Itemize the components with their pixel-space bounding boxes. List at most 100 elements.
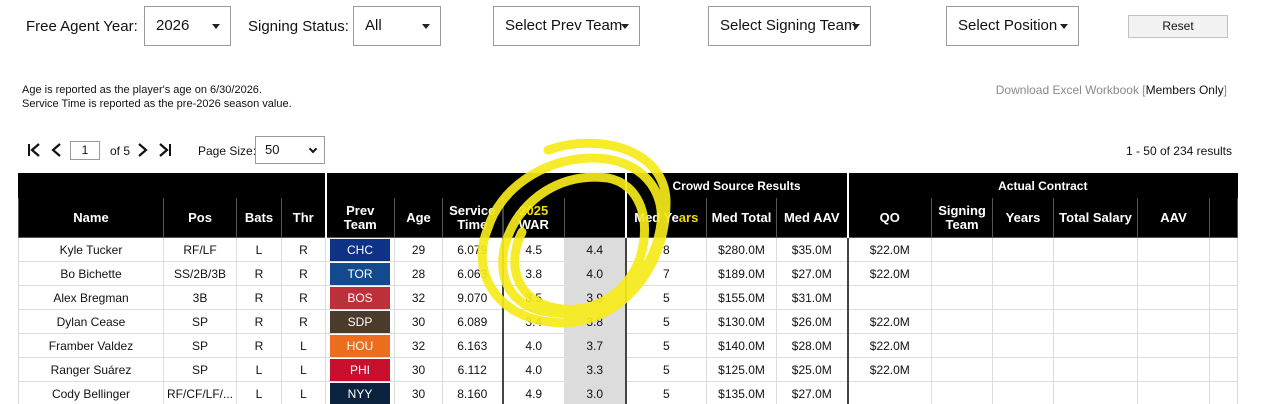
page-count: of 5	[110, 144, 131, 158]
signing-team-cell	[931, 261, 994, 286]
col-years[interactable]: Years	[992, 197, 1055, 238]
col-service-time[interactable]: Service Time	[442, 197, 503, 238]
table-row[interactable]: Alex Bregman 3B R R BOS 32 9.070 3.5 3.9 5 $155.0M…	[18, 285, 1239, 310]
page-size-select[interactable]: 50	[255, 136, 325, 164]
prev-team-cell[interactable]: TOR	[325, 261, 395, 286]
age-cell: 29	[394, 237, 443, 262]
aav-cell	[1137, 333, 1211, 358]
bats-cell: R	[236, 285, 282, 310]
table-row[interactable]: Kyle Tucker RF/LF L R CHC 29 6.079 4.5 4.4 8 $280.…	[18, 237, 1239, 262]
col-aav[interactable]: AAV	[1137, 197, 1211, 238]
med-total-cell: $135.0M	[706, 381, 778, 404]
med-aav-cell: $35.0M	[776, 237, 849, 262]
col-total-salary[interactable]: Total Salary	[1053, 197, 1139, 238]
reset-button[interactable]: Reset	[1128, 15, 1228, 38]
team-badge: NYY	[330, 382, 390, 404]
total-salary-cell	[1053, 309, 1139, 334]
player-name-cell[interactable]: Kyle Tucker	[18, 237, 164, 262]
prev-team-cell[interactable]: NYY	[325, 381, 395, 404]
prev-team-cell[interactable]: CHC	[325, 237, 395, 262]
age-note: Age is reported as the player's age on 6…	[22, 84, 262, 96]
col-med-years-part1: Med Ye	[634, 209, 679, 225]
prev-team-select[interactable]: Select Prev Team	[493, 6, 640, 46]
col-signing-team[interactable]: Signing Team	[931, 197, 994, 238]
extra-cell	[1209, 333, 1239, 358]
age-cell: 30	[394, 357, 443, 382]
col-med-total[interactable]: Med Total	[706, 197, 778, 238]
thr-cell: L	[281, 357, 326, 382]
prev-team-cell[interactable]: SDP	[325, 309, 395, 334]
prev-team-cell[interactable]: BOS	[325, 285, 395, 310]
col-war[interactable]: 2025 WAR	[501, 197, 565, 238]
pos-cell: RF/CF/LF/...	[163, 381, 237, 404]
table-row[interactable]: Framber Valdez SP R L HOU 32 6.163 4.0 3.7 5 $140.…	[18, 333, 1239, 358]
table-row[interactable]: Ranger Suárez SP L L PHI 30 6.112 4.0 3.3 5 $125.0…	[18, 357, 1239, 382]
caret-down-icon	[852, 24, 860, 29]
signing-team-select[interactable]: Select Signing Team	[708, 6, 871, 46]
team-badge: HOU	[330, 334, 390, 357]
free-agent-year-select[interactable]: 2026	[144, 6, 231, 46]
results-count: 1 - 50 of 234 results	[1125, 144, 1232, 158]
service-time-cell: 8.160	[442, 381, 503, 404]
position-select[interactable]: Select Position	[946, 6, 1079, 46]
col-qo[interactable]: QO	[846, 197, 933, 238]
player-name-cell[interactable]: Cody Bellinger	[18, 381, 164, 404]
thr-cell: R	[281, 261, 326, 286]
total-salary-cell	[1053, 261, 1139, 286]
first-page-icon[interactable]	[26, 141, 42, 159]
med-total-cell: $189.0M	[706, 261, 778, 286]
qo-cell	[847, 285, 933, 310]
prev-team-cell[interactable]: HOU	[325, 333, 395, 358]
last-page-icon[interactable]	[157, 141, 173, 159]
col-projection[interactable]	[563, 197, 627, 238]
player-name-cell[interactable]: Bo Bichette	[18, 261, 164, 286]
table-row[interactable]: Dylan Cease SP R R SDP 30 6.089 3.4 3.8 5 $130.0M $…	[18, 309, 1239, 334]
table-row[interactable]: Cody Bellinger RF/CF/LF/... L L NYY 30 8.160 4.…	[18, 381, 1239, 404]
bats-cell: L	[236, 357, 282, 382]
bats-cell: R	[236, 333, 282, 358]
chevron-down-icon	[308, 144, 318, 154]
bats-cell: R	[236, 309, 282, 334]
signing-status-value: All	[365, 17, 382, 34]
player-name-cell[interactable]: Framber Valdez	[18, 333, 164, 358]
player-name-cell[interactable]: Ranger Suárez	[18, 357, 164, 382]
signing-status-select[interactable]: All	[353, 6, 441, 46]
free-agent-year-label: Free Agent Year:	[26, 18, 138, 35]
signing-team-cell	[931, 357, 994, 382]
col-bats[interactable]: Bats	[236, 197, 282, 238]
col-age[interactable]: Age	[394, 197, 443, 238]
projection-cell: 3.8	[563, 309, 627, 334]
prev-team-cell[interactable]: PHI	[325, 357, 395, 382]
med-total-cell: $155.0M	[706, 285, 778, 310]
med-aav-cell: $25.0M	[776, 357, 849, 382]
col-signing-line2: Team	[945, 216, 979, 232]
bats-cell: L	[236, 237, 282, 262]
thr-cell: R	[281, 285, 326, 310]
thr-cell: R	[281, 309, 326, 334]
col-med-aav[interactable]: Med AAV	[776, 197, 849, 238]
med-years-cell: 5	[625, 357, 708, 382]
pos-cell: 3B	[163, 285, 237, 310]
next-page-icon[interactable]	[134, 141, 150, 159]
col-thr[interactable]: Thr	[281, 197, 326, 238]
col-med-years[interactable]: Med Years	[624, 197, 708, 238]
prev-page-icon[interactable]	[49, 141, 65, 159]
war-cell: 4.0	[501, 333, 565, 358]
caret-down-icon	[212, 24, 220, 29]
signing-team-cell	[931, 381, 994, 404]
page-size-value: 50	[265, 142, 280, 157]
player-name-cell[interactable]: Dylan Cease	[18, 309, 164, 334]
col-name[interactable]: Name	[18, 197, 164, 238]
table-row[interactable]: Bo Bichette SS/2B/3B R R TOR 28 6.063 3.8 4.0 7 $1…	[18, 261, 1239, 286]
qo-cell: $22.0M	[847, 261, 933, 286]
group-header-blank-2	[324, 173, 627, 198]
col-pos[interactable]: Pos	[163, 197, 237, 238]
download-link[interactable]: Download Excel Workbook [Members Only]	[996, 83, 1227, 97]
col-prev-team[interactable]: Prev Team	[324, 197, 395, 238]
extra-cell	[1209, 261, 1239, 286]
years-cell	[992, 381, 1055, 404]
signing-team-placeholder: Select Signing Team	[720, 17, 857, 34]
total-salary-cell	[1053, 381, 1139, 404]
page-number-input[interactable]: 1	[70, 141, 100, 160]
player-name-cell[interactable]: Alex Bregman	[18, 285, 164, 310]
